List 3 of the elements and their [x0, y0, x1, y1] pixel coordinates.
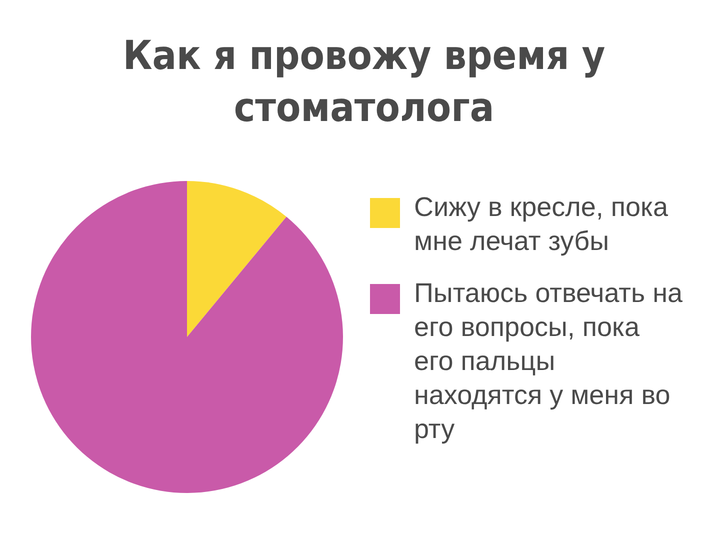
- chart-title: Как я провожу время у стоматолога: [122, 32, 606, 133]
- legend-label: Сижу в кресле, пока мне лечат зубы: [414, 191, 669, 258]
- legend-label: Пытаюсь отвечать на его вопросы, пока его пальцы находятся у меня во рту: [414, 277, 684, 446]
